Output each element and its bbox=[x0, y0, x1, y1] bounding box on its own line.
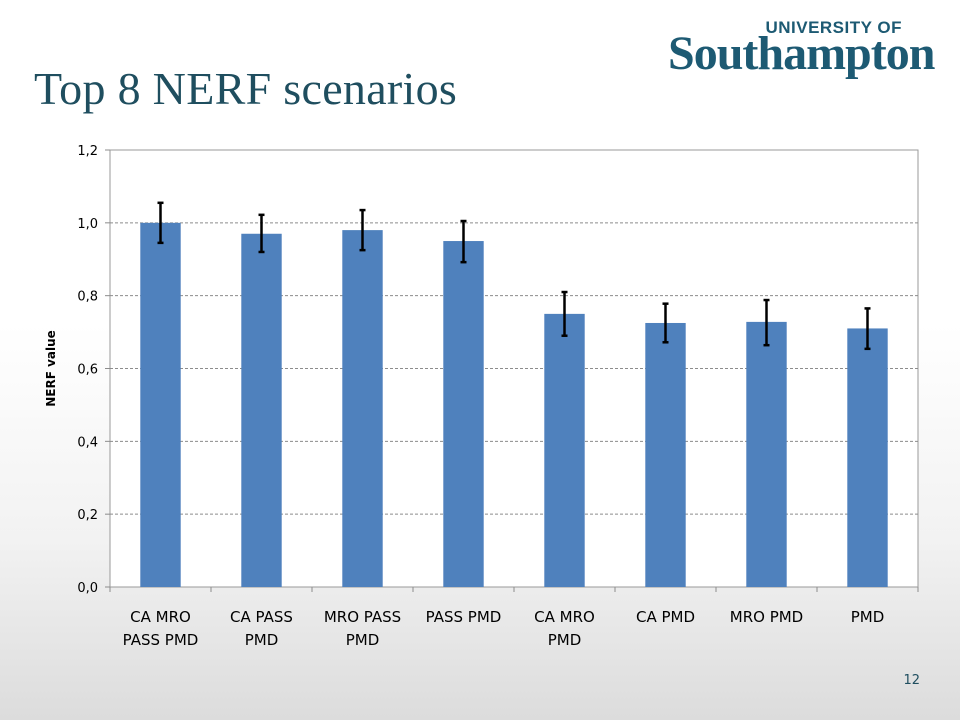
x-category-label-line: PMD bbox=[245, 631, 279, 649]
x-category-label: CA PMD bbox=[636, 608, 695, 626]
y-tick-label: 1,2 bbox=[77, 144, 98, 159]
x-category-label-line: PMD bbox=[851, 608, 885, 626]
logo-university-of: UNIVERSITY OF bbox=[765, 18, 902, 37]
bar bbox=[443, 241, 484, 587]
y-tick-label: 1,0 bbox=[77, 217, 98, 232]
x-category-label-line: PMD bbox=[346, 631, 380, 649]
slide-title: Top 8 NERF scenarios bbox=[34, 63, 458, 114]
x-category-label-line: MRO PMD bbox=[730, 608, 803, 626]
bar bbox=[140, 222, 181, 588]
y-tick-label: 0,4 bbox=[77, 435, 98, 450]
x-category-label: CA PASS PMD bbox=[230, 608, 293, 649]
x-category-label-line: CA MRO bbox=[534, 608, 595, 626]
logo-southampton: Southampton bbox=[668, 27, 935, 80]
page-number: 12 bbox=[903, 673, 920, 688]
y-tick-label: 0,8 bbox=[77, 290, 98, 305]
x-category-label: MRO PASS PMD bbox=[324, 608, 401, 649]
y-tick-label: 0,2 bbox=[77, 508, 98, 523]
bar bbox=[645, 322, 686, 587]
bar bbox=[847, 328, 888, 587]
x-category-label-line: MRO PASS bbox=[324, 608, 401, 626]
x-category-label: CA MRO PMD bbox=[534, 608, 595, 649]
y-tick-label: 0,6 bbox=[77, 363, 98, 378]
y-tick-label: 0,0 bbox=[77, 581, 98, 596]
bar bbox=[342, 230, 383, 587]
x-category-label-line: PASS PMD bbox=[426, 608, 502, 626]
x-category-label-line: PMD bbox=[548, 631, 582, 649]
x-category-label: CA MRO PASS PMD bbox=[123, 608, 199, 649]
x-category-label-line: PASS PMD bbox=[123, 631, 199, 649]
bar bbox=[746, 321, 787, 587]
x-category-label-line: CA PMD bbox=[636, 608, 695, 626]
y-axis-label: NERF value bbox=[44, 330, 58, 407]
x-category-label: MRO PMD bbox=[730, 608, 803, 626]
x-category-label-line: CA PASS bbox=[230, 608, 293, 626]
university-logo: UNIVERSITY OF Southampton bbox=[668, 14, 935, 84]
x-category-label-line: CA MRO bbox=[130, 608, 191, 626]
bar bbox=[544, 313, 585, 587]
x-category-label: PMD bbox=[851, 608, 885, 626]
bar bbox=[241, 233, 282, 587]
x-category-label: PASS PMD bbox=[426, 608, 502, 626]
